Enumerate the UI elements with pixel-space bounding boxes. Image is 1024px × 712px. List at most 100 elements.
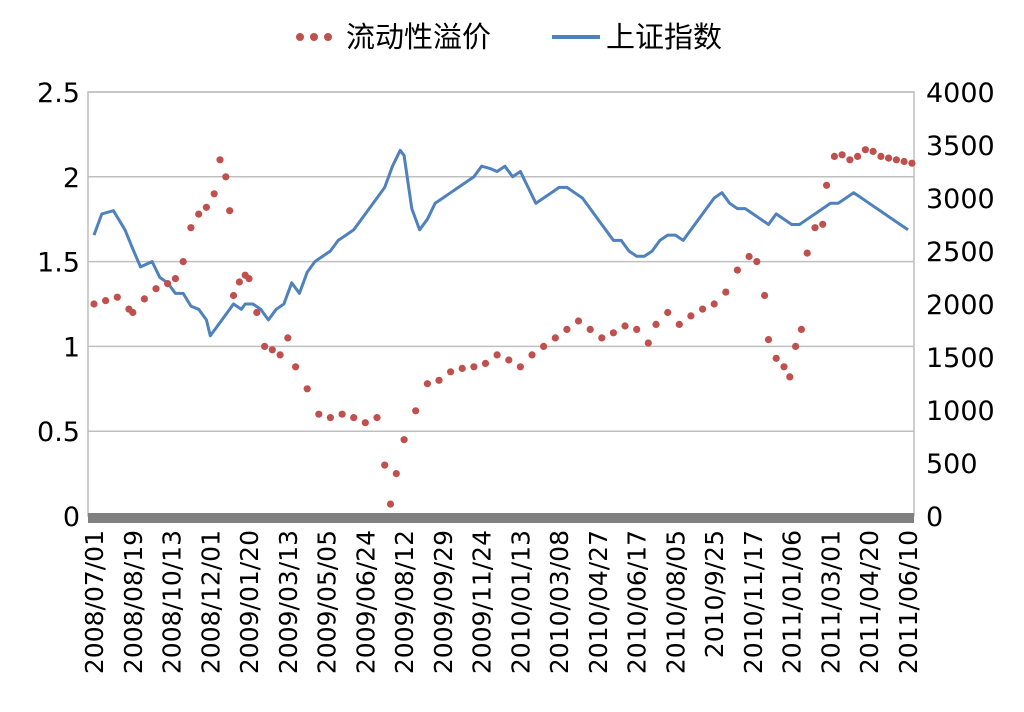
liquidity-premium-point <box>838 151 846 159</box>
liquidity-premium-point <box>268 346 276 354</box>
x-tick-label: 2008/12/01 <box>196 530 225 674</box>
liquidity-premium-point <box>675 320 683 328</box>
liquidity-premium-point <box>819 220 827 228</box>
liquidity-premium-point <box>179 258 187 266</box>
liquidity-premium-point <box>644 339 652 347</box>
x-tick-label: 2009/11/24 <box>468 530 497 674</box>
liquidity-premium-point <box>892 156 901 164</box>
liquidity-premium-point <box>412 407 420 415</box>
x-tick-label: 2010/9/25 <box>700 530 729 658</box>
liquidity-premium-point <box>164 280 172 288</box>
legend-dot <box>324 33 332 41</box>
liquidity-premium-point <box>753 258 761 266</box>
liquidity-premium-point <box>216 156 224 164</box>
x-tick-label: 2010/04/27 <box>584 530 613 674</box>
liquidity-premium-point <box>90 300 98 308</box>
liquidity-premium-point <box>381 461 389 469</box>
y-right-tick-label: 3500 <box>926 131 995 162</box>
liquidity-premium-point <box>598 334 606 342</box>
liquidity-premium-point <box>284 334 292 342</box>
liquidity-premium-point <box>481 359 490 367</box>
liquidity-premium-point <box>633 325 641 333</box>
liquidity-premium-point <box>326 414 334 422</box>
liquidity-premium-point <box>350 414 358 422</box>
x-tick-label: 2008/08/19 <box>119 530 148 674</box>
liquidity-premium-point <box>470 363 478 371</box>
y-left-tick-label: 2 <box>63 163 80 194</box>
legend-label-sse-index: 上证指数 <box>606 20 722 54</box>
y-left-tick-label: 0 <box>63 502 80 533</box>
liquidity-premium-point <box>797 325 806 333</box>
x-tick-label: 2009/09/29 <box>429 530 458 674</box>
liquidity-premium-point <box>435 376 443 384</box>
liquidity-premium-point <box>761 291 769 300</box>
liquidity-premium-point <box>869 147 877 155</box>
liquidity-premium-point <box>710 300 718 308</box>
y-right-tick-label: 2000 <box>926 290 995 321</box>
series-sse-index <box>92 148 909 338</box>
liquidity-premium-point <box>877 152 885 160</box>
x-tick-label: 2011/03/01 <box>816 530 845 674</box>
liquidity-premium-point <box>447 368 455 376</box>
liquidity-premium-point <box>140 295 148 303</box>
x-axis: 2008/07/01 2008/08/19 2008/10/13 2008/12/01… <box>80 530 923 674</box>
liquidity-premium-point <box>315 410 323 418</box>
liquidity-premium-point <box>400 436 408 444</box>
liquidity-premium-point <box>102 297 110 305</box>
x-tick-label: 2011/06/10 <box>894 530 923 674</box>
legend-marker-liquidity-premium <box>296 33 332 41</box>
y-left-tick-label: 1 <box>63 332 80 363</box>
liquidity-premium-point <box>745 252 753 261</box>
x-tick-label: 2009/08/12 <box>390 530 419 674</box>
liquidity-premium-point <box>803 249 811 257</box>
y-right-tick-label: 4000 <box>926 78 995 109</box>
liquidity-premium-point <box>854 152 862 160</box>
x-axis-bar <box>88 513 914 523</box>
liquidity-premium-point <box>722 288 730 296</box>
liquidity-premium-point <box>229 291 238 300</box>
liquidity-premium-point <box>171 275 179 283</box>
legend: 流动性溢价 上证指数 <box>296 20 722 54</box>
liquidity-premium-point <box>202 203 210 211</box>
liquidity-premium-point <box>113 293 121 301</box>
liquidity-premium-point <box>361 419 369 427</box>
plot-area <box>87 91 915 517</box>
x-tick-label: 2010/03/08 <box>545 530 574 674</box>
liquidity-premium-point <box>792 342 800 350</box>
liquidity-premium-point <box>885 154 893 162</box>
y-right-tick-label: 1500 <box>926 343 995 374</box>
liquidity-premium-point <box>505 356 513 364</box>
liquidity-premium-point <box>574 317 583 325</box>
liquidity-premium-point <box>195 210 203 218</box>
y-right-tick-label: 0 <box>926 502 943 533</box>
liquidity-premium-point <box>908 159 916 167</box>
liquidity-premium-point <box>235 278 243 286</box>
y-left-tick-label: 2.5 <box>37 78 80 109</box>
liquidity-premium-point <box>772 354 780 362</box>
liquidity-premium-point <box>823 181 831 189</box>
liquidity-premium-point <box>303 385 311 393</box>
liquidity-premium-point <box>780 363 788 371</box>
liquidity-premium-point <box>226 207 234 215</box>
liquidity-premium-point <box>551 334 559 342</box>
x-tick-label: 2010/08/05 <box>661 530 690 674</box>
liquidity-premium-point <box>811 224 819 232</box>
liquidity-premium-point <box>733 266 742 274</box>
x-tick-label: 2011/01/06 <box>778 530 807 674</box>
x-tick-label: 2009/06/24 <box>351 530 380 674</box>
liquidity-premium-point <box>129 308 137 317</box>
x-tick-label: 2008/07/01 <box>80 530 109 674</box>
legend-dot <box>310 33 318 41</box>
liquidity-premium-point <box>621 322 629 330</box>
liquidity-premium-point <box>687 312 695 320</box>
liquidity-premium-point <box>222 173 230 181</box>
liquidity-premium-point <box>292 363 300 371</box>
liquidity-premium-point <box>386 500 395 508</box>
right-y-axis: 0 500 1000 1500 2000 2500 3000 3500 4000 <box>926 78 995 533</box>
liquidity-premium-point <box>276 351 284 359</box>
liquidity-premium-point <box>786 373 794 381</box>
series-liquidity-premium <box>90 146 916 508</box>
x-tick-label: 2010/11/17 <box>739 530 768 674</box>
liquidity-premium-point <box>900 157 908 166</box>
x-tick-label: 2009/05/05 <box>313 530 342 674</box>
